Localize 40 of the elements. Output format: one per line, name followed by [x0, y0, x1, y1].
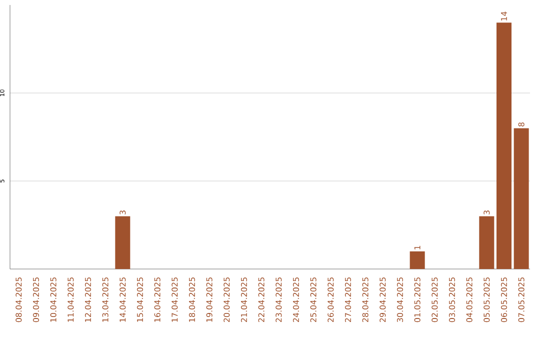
- x-tick-label: 28.04.2025: [362, 278, 368, 322]
- x-tick-label: 09.04.2025: [32, 278, 40, 322]
- x-tick-label: 03.05.2025: [448, 278, 456, 322]
- x-tick-label: 02.05.2025: [432, 278, 438, 322]
- bar: [514, 128, 529, 269]
- x-tick-label: 06.05.2025: [500, 278, 508, 322]
- x-tick-label: 29.04.2025: [380, 278, 386, 322]
- x-tick-label: 01.05.2025: [414, 278, 420, 322]
- x-tick-label: 16.04.2025: [154, 278, 160, 322]
- x-tick-label: 05.05.2025: [484, 278, 490, 322]
- data-label: 14: [501, 12, 507, 21]
- x-tick-label: 19.04.2025: [206, 278, 212, 322]
- x-tick-label: 11.04.2025: [68, 278, 74, 322]
- x-tick-label: 21.04.2025: [240, 278, 248, 322]
- x-tick-label: 26.04.2025: [328, 278, 334, 322]
- data-label: 1: [414, 246, 420, 250]
- x-tick-label: 25.04.2025: [310, 278, 316, 322]
- x-tick-label: 07.05.2025: [518, 278, 524, 322]
- x-tick-label: 20.04.2025: [224, 278, 230, 322]
- x-tick-label: 22.04.2025: [258, 278, 264, 322]
- x-tick-label: 14.04.2025: [120, 278, 126, 322]
- x-tick-label: 13.04.2025: [102, 278, 108, 322]
- x-tick-label: 24.04.2025: [292, 278, 300, 322]
- data-label: 3: [484, 210, 490, 214]
- x-tick-label: 27.04.2025: [344, 278, 352, 322]
- x-tick-label: 23.04.2025: [276, 278, 282, 322]
- x-tick-label: 04.05.2025: [466, 278, 472, 322]
- bar: [410, 251, 425, 269]
- data-label: 8: [518, 122, 524, 126]
- x-tick-label: 30.04.2025: [396, 278, 404, 322]
- x-tick-label: 17.04.2025: [172, 278, 178, 322]
- x-tick-label: 18.04.2025: [188, 278, 196, 322]
- data-label: 3: [120, 210, 126, 214]
- x-tick-label: 15.04.2025: [136, 278, 144, 322]
- bar: [115, 216, 130, 269]
- x-tick-label: 10.04.2025: [50, 278, 56, 322]
- x-tick-label: 08.04.2025: [16, 278, 22, 322]
- bar: [496, 22, 512, 269]
- x-tick-label: 12.04.2025: [84, 278, 92, 322]
- bar: [479, 216, 494, 269]
